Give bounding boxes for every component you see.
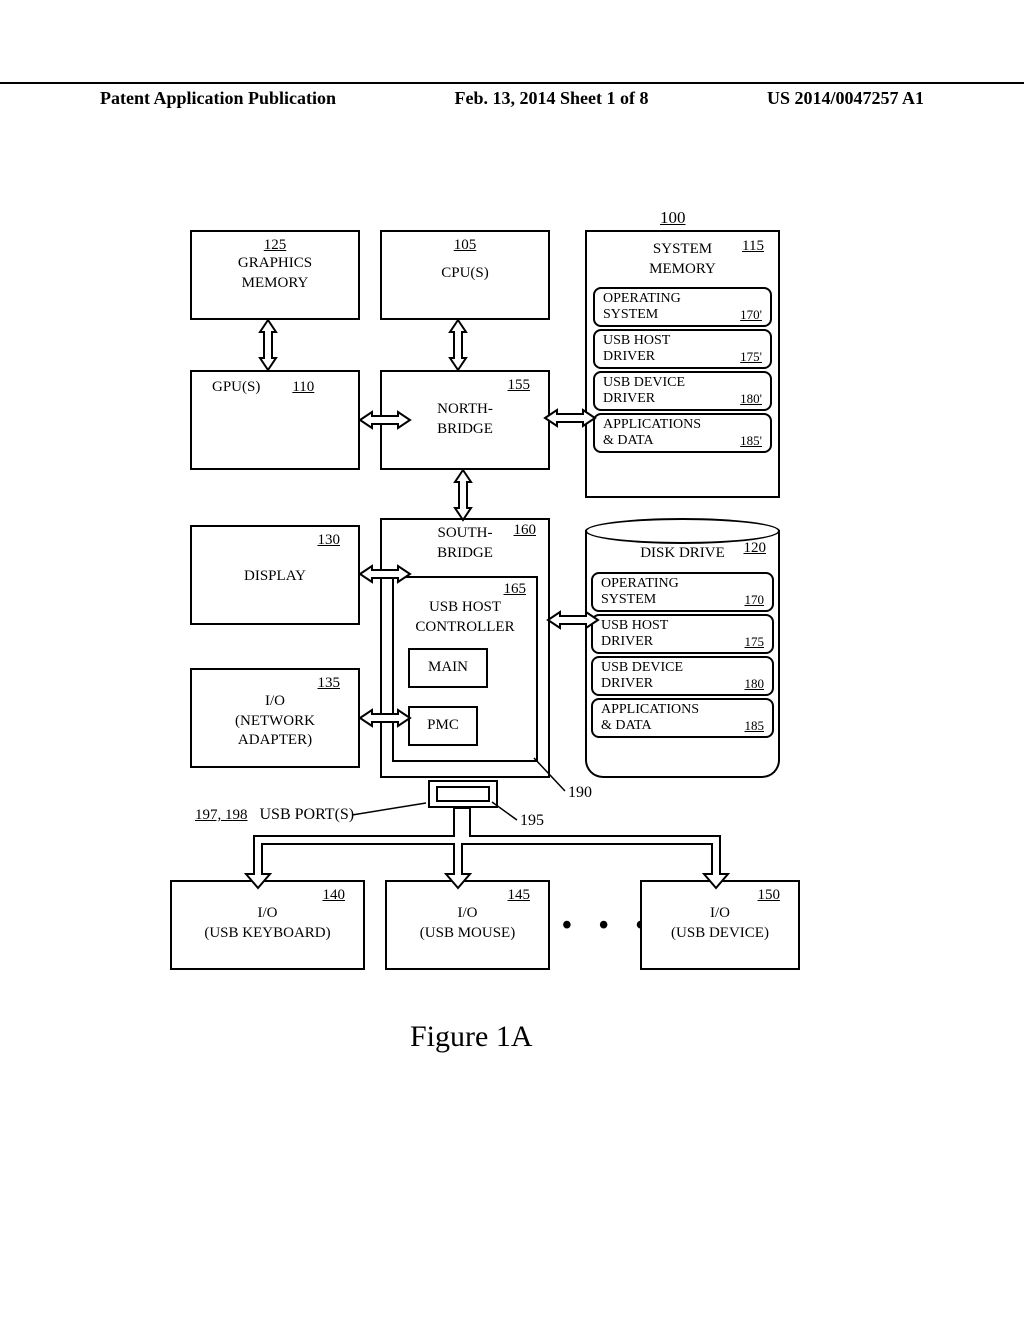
mem-item-usb-device: USB DEVICE DRIVER 180' (593, 371, 772, 411)
usb-port-inner (436, 786, 490, 802)
block-graphics-memory: 125 GRAPHICS MEMORY (190, 230, 360, 320)
figure-title: Figure 1A (410, 1020, 533, 1054)
page-header: Patent Application Publication Feb. 13, … (0, 82, 1024, 109)
block-io-keyboard: 140 I/O (USB KEYBOARD) (170, 880, 365, 970)
header-right: US 2014/0047257 A1 (767, 88, 924, 109)
usb-ports-annotation: 197, 198 USB PORT(S) (195, 806, 354, 824)
block-main: MAIN (408, 648, 488, 688)
block-io-mouse: 145 I/O (USB MOUSE) (385, 880, 550, 970)
disk-item-usb-host: USB HOST DRIVER 175 (591, 614, 774, 654)
block-io-network: 135 I/O (NETWORK ADAPTER) (190, 668, 360, 768)
header-left: Patent Application Publication (100, 88, 336, 109)
disk-item-os: OPERATING SYSTEM 170 (591, 572, 774, 612)
block-display: 130 DISPLAY (190, 525, 360, 625)
ref-195: 195 (520, 812, 544, 830)
mem-item-usb-host: USB HOST DRIVER 175' (593, 329, 772, 369)
block-system-memory: 115 SYSTEM MEMORY OPERATING SYSTEM 170' … (585, 230, 780, 498)
block-usb-host-controller: 165 USB HOST CONTROLLER MAIN PMC (392, 576, 538, 762)
block-cpu: 105 CPU(S) (380, 230, 550, 320)
block-southbridge: SOUTH- BRIDGE 160 165 USB HOST CONTROLLE… (380, 518, 550, 778)
mem-item-os: OPERATING SYSTEM 170' (593, 287, 772, 327)
figure-ref-100: 100 (660, 208, 686, 228)
patent-page: Patent Application Publication Feb. 13, … (0, 0, 1024, 1320)
mem-item-apps: APPLICATIONS & DATA 185' (593, 413, 772, 453)
header-center: Feb. 13, 2014 Sheet 1 of 8 (455, 88, 649, 109)
block-gpu: GPU(S) 110 (190, 370, 360, 470)
disk-item-usb-device: USB DEVICE DRIVER 180 (591, 656, 774, 696)
block-northbridge: 155 NORTH- BRIDGE (380, 370, 550, 470)
disk-item-apps: APPLICATIONS & DATA 185 (591, 698, 774, 738)
block-pmc: PMC (408, 706, 478, 746)
ref-190: 190 (568, 784, 592, 802)
block-disk-drive: 120 DISK DRIVE OPERATING SYSTEM 170 USB … (585, 518, 780, 778)
block-io-device: 150 I/O (USB DEVICE) (640, 880, 800, 970)
